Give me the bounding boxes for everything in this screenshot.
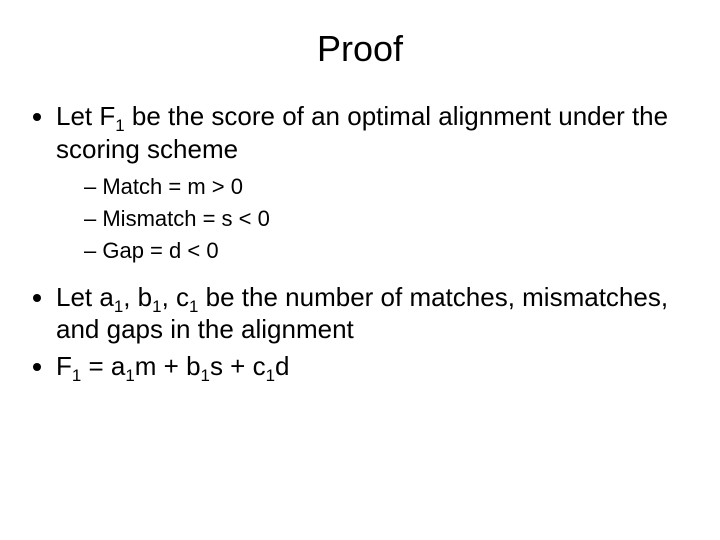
b2-s3: 1 bbox=[189, 297, 198, 316]
b3-p4: s + c bbox=[210, 351, 266, 381]
bullet-2: Let a1, b1, c1 be the number of matches,… bbox=[56, 281, 696, 346]
slide: Proof Let F1 be the score of an optimal … bbox=[0, 0, 720, 540]
b3-s4: 1 bbox=[266, 366, 275, 385]
bullet-1-sub: 1 bbox=[115, 116, 124, 135]
sub-3: Gap = d < 0 bbox=[84, 235, 696, 267]
bullet-1-post: be the score of an optimal alignment und… bbox=[56, 101, 668, 164]
slide-title: Proof bbox=[24, 28, 696, 70]
b3-s2: 1 bbox=[125, 366, 134, 385]
sub-list: Match = m > 0 Mismatch = s < 0 Gap = d <… bbox=[56, 171, 696, 267]
bullet-3: F1 = a1m + b1s + c1d bbox=[56, 350, 696, 383]
b3-p5: d bbox=[275, 351, 289, 381]
b3-p1: F bbox=[56, 351, 72, 381]
bullet-1-pre: Let F bbox=[56, 101, 115, 131]
b2-p1: Let a bbox=[56, 282, 114, 312]
b3-s1: 1 bbox=[72, 366, 81, 385]
b2-p3: , c bbox=[162, 282, 189, 312]
b3-s3: 1 bbox=[201, 366, 210, 385]
sub-1: Match = m > 0 bbox=[84, 171, 696, 203]
b2-p2: , b bbox=[123, 282, 152, 312]
b3-p2: = a bbox=[81, 351, 125, 381]
b3-p3: m + b bbox=[135, 351, 201, 381]
sub-2: Mismatch = s < 0 bbox=[84, 203, 696, 235]
bullet-list: Let F1 be the score of an optimal alignm… bbox=[24, 100, 696, 382]
bullet-1: Let F1 be the score of an optimal alignm… bbox=[56, 100, 696, 267]
b2-s1: 1 bbox=[114, 297, 123, 316]
b2-s2: 1 bbox=[152, 297, 161, 316]
